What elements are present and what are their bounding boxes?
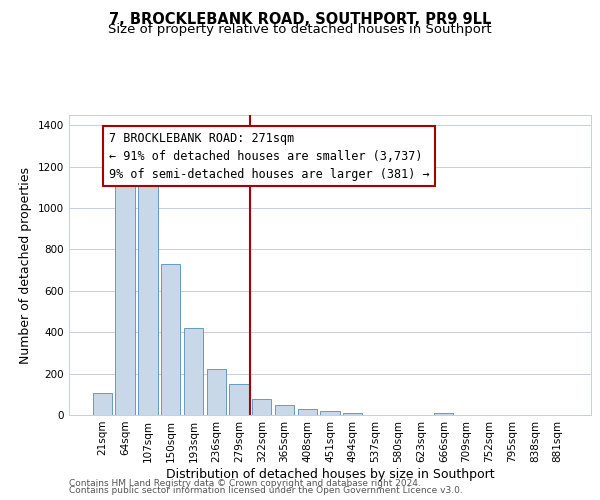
Text: Contains public sector information licensed under the Open Government Licence v3: Contains public sector information licen…: [69, 486, 463, 495]
Bar: [275, 404, 294, 415]
Bar: [298, 409, 317, 415]
Bar: [115, 175, 135, 415]
Bar: [343, 412, 362, 415]
Text: Size of property relative to detached houses in Southport: Size of property relative to detached ho…: [108, 22, 492, 36]
X-axis label: Distribution of detached houses by size in Southport: Distribution of detached houses by size …: [166, 468, 494, 480]
Bar: [252, 400, 271, 415]
Bar: [138, 175, 158, 415]
Bar: [320, 412, 340, 415]
Bar: [93, 394, 112, 415]
Text: 7 BROCKLEBANK ROAD: 271sqm
← 91% of detached houses are smaller (3,737)
9% of se: 7 BROCKLEBANK ROAD: 271sqm ← 91% of deta…: [109, 132, 430, 180]
Bar: [434, 414, 454, 415]
Bar: [206, 370, 226, 415]
Y-axis label: Number of detached properties: Number of detached properties: [19, 166, 32, 364]
Text: 7, BROCKLEBANK ROAD, SOUTHPORT, PR9 9LL: 7, BROCKLEBANK ROAD, SOUTHPORT, PR9 9LL: [109, 12, 491, 28]
Text: Contains HM Land Registry data © Crown copyright and database right 2024.: Contains HM Land Registry data © Crown c…: [69, 478, 421, 488]
Bar: [161, 264, 181, 415]
Bar: [184, 328, 203, 415]
Bar: [229, 384, 248, 415]
